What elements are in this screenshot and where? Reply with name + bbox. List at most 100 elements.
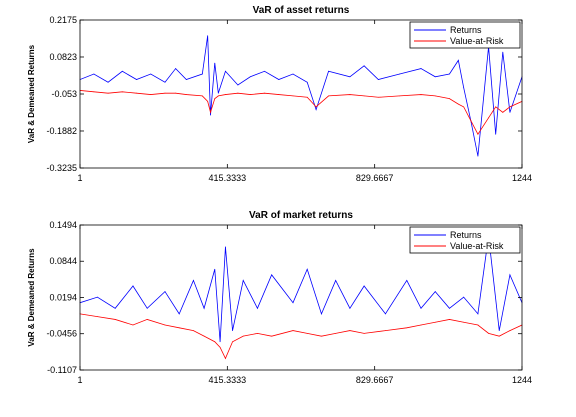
data-point bbox=[385, 330, 386, 331]
legend-label: Returns bbox=[450, 25, 482, 35]
y-tick-label: -0.3235 bbox=[46, 163, 77, 173]
data-point bbox=[146, 307, 148, 309]
legend-label: Returns bbox=[450, 230, 482, 240]
data-point bbox=[132, 285, 134, 287]
data-point bbox=[193, 330, 194, 331]
data-point bbox=[225, 70, 226, 72]
y-tick-label: 0.0844 bbox=[49, 256, 77, 266]
data-point bbox=[257, 332, 258, 334]
data-point bbox=[420, 68, 422, 69]
data-point bbox=[164, 291, 166, 292]
data-point bbox=[463, 321, 465, 323]
data-point bbox=[164, 324, 166, 326]
data-point bbox=[237, 92, 239, 94]
data-point bbox=[214, 62, 216, 64]
y-tick-label: -0.0456 bbox=[46, 329, 77, 339]
data-point bbox=[457, 59, 459, 61]
data-point bbox=[488, 117, 489, 119]
data-point bbox=[420, 307, 422, 309]
data-point bbox=[315, 106, 317, 108]
legend-box bbox=[409, 21, 521, 49]
data-point bbox=[509, 274, 511, 276]
legend-label: Value-at-Risk bbox=[450, 36, 504, 46]
data-point bbox=[210, 111, 211, 113]
data-point bbox=[214, 98, 216, 100]
y-tick-label: -0.1882 bbox=[46, 126, 77, 136]
data-point bbox=[363, 95, 365, 97]
data-point bbox=[178, 327, 180, 329]
data-point bbox=[193, 280, 194, 281]
data-point bbox=[185, 94, 187, 95]
data-point bbox=[175, 68, 177, 69]
data-point bbox=[406, 280, 408, 281]
data-point bbox=[495, 106, 497, 108]
data-point bbox=[449, 98, 450, 100]
data-point bbox=[434, 76, 436, 78]
data-point bbox=[434, 95, 436, 97]
data-point bbox=[271, 274, 273, 276]
data-point bbox=[335, 332, 337, 334]
data-point bbox=[242, 280, 244, 281]
data-point bbox=[207, 35, 209, 37]
data-point bbox=[136, 79, 137, 80]
data-point bbox=[349, 94, 351, 95]
data-point bbox=[178, 313, 180, 315]
data-point bbox=[225, 94, 226, 95]
data-point bbox=[449, 319, 450, 320]
data-point bbox=[449, 73, 450, 75]
y-tick-label: 0.2175 bbox=[49, 15, 77, 25]
chart-title: VaR of market returns bbox=[249, 210, 353, 221]
data-point bbox=[214, 268, 216, 270]
data-point bbox=[249, 94, 251, 95]
data-point bbox=[328, 95, 329, 97]
legend-box bbox=[409, 226, 521, 254]
y-tick-label: -0.1107 bbox=[47, 365, 77, 375]
data-point bbox=[150, 94, 152, 95]
data-point bbox=[201, 73, 203, 75]
data-point bbox=[214, 341, 216, 343]
data-point bbox=[457, 103, 459, 105]
y-tick-label: 0.1494 bbox=[49, 220, 77, 230]
data-point bbox=[264, 70, 265, 72]
x-tick-label: 1244 bbox=[512, 173, 532, 183]
data-point bbox=[219, 341, 221, 343]
data-point bbox=[509, 106, 511, 108]
x-tick-label: 829.6667 bbox=[356, 375, 394, 385]
data-point bbox=[278, 94, 280, 95]
data-point bbox=[306, 332, 308, 334]
data-point bbox=[363, 332, 365, 334]
data-point bbox=[385, 313, 386, 315]
data-point bbox=[232, 341, 233, 343]
data-point bbox=[225, 246, 226, 248]
chart-title: VaR of asset returns bbox=[253, 5, 350, 16]
data-point bbox=[335, 280, 337, 281]
data-point bbox=[136, 92, 137, 94]
data-point bbox=[292, 302, 294, 304]
y-tick-label: 0.0194 bbox=[49, 292, 77, 302]
y-tick-label: -0.053 bbox=[51, 89, 77, 99]
data-point bbox=[164, 81, 166, 83]
data-point bbox=[114, 307, 116, 309]
data-point bbox=[219, 346, 221, 348]
data-point bbox=[93, 73, 95, 75]
data-point bbox=[306, 81, 308, 83]
data-point bbox=[201, 95, 203, 97]
data-point bbox=[363, 285, 365, 287]
x-tick-label: 1 bbox=[77, 173, 82, 183]
data-point bbox=[292, 330, 294, 331]
data-point bbox=[217, 92, 219, 94]
data-point bbox=[278, 79, 280, 80]
data-point bbox=[217, 95, 219, 97]
data-point bbox=[185, 79, 187, 80]
x-tick-label: 1 bbox=[77, 375, 82, 385]
data-point bbox=[488, 332, 489, 334]
x-tick-label: 829.6667 bbox=[356, 173, 394, 183]
data-point bbox=[97, 296, 98, 298]
y-tick-label: 0.0823 bbox=[49, 52, 77, 62]
data-point bbox=[164, 92, 166, 94]
data-point bbox=[502, 111, 504, 113]
